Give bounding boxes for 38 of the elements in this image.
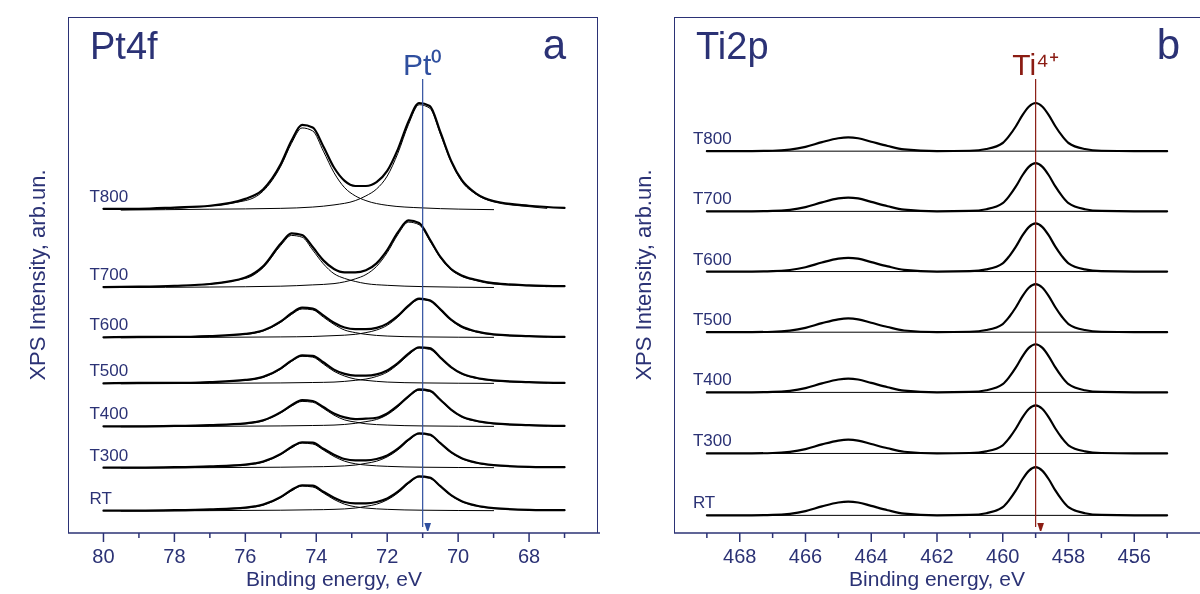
y-axis-title: XPS Intensity, arb.un. [25, 169, 51, 381]
ref-line-label: Pt⁰ [402, 48, 443, 81]
x-tick-label: 76 [234, 545, 257, 567]
series-label: T600 [692, 249, 732, 269]
x-tick-label: 460 [986, 545, 1020, 567]
series-label: T500 [89, 361, 129, 381]
series-label: T400 [89, 404, 129, 424]
series-label: T300 [89, 445, 129, 465]
x-axis-title: Binding energy, eV [246, 567, 422, 590]
chart-title: Ti2p [696, 25, 769, 68]
series-label: T600 [89, 315, 129, 335]
series-label: RT [692, 493, 716, 513]
x-tick-label: 80 [92, 545, 115, 567]
text: a [542, 21, 566, 69]
series-label: T800 [692, 129, 732, 149]
series-label: T700 [89, 265, 129, 285]
text: b [1156, 21, 1180, 69]
series-label: T700 [692, 189, 732, 209]
chart-title: Pt4f [90, 25, 158, 68]
y-axis-title: XPS Intensity, arb.un. [631, 169, 657, 381]
x-tick-label: 468 [723, 545, 757, 567]
x-tick-label: 78 [163, 545, 186, 567]
x-tick-label: 464 [854, 545, 888, 567]
x-tick-label: 70 [447, 545, 470, 567]
x-tick-label: 74 [305, 545, 328, 567]
x-tick-label: 462 [920, 545, 954, 567]
series-label: RT [89, 488, 112, 508]
x-tick-label: 68 [517, 545, 541, 567]
series-label: T300 [692, 431, 732, 451]
x-tick-label: 466 [788, 545, 823, 567]
x-tick-label: 456 [1117, 545, 1151, 567]
series-label: T400 [692, 370, 732, 390]
x-axis-title: Binding energy, eV [849, 567, 1025, 590]
x-tick-label: 72 [376, 545, 399, 567]
ref-line-label: Ti⁴⁺ [1012, 48, 1060, 81]
series-label: T800 [89, 186, 129, 206]
series-label: T500 [692, 310, 732, 330]
x-tick-label: 458 [1051, 545, 1086, 567]
